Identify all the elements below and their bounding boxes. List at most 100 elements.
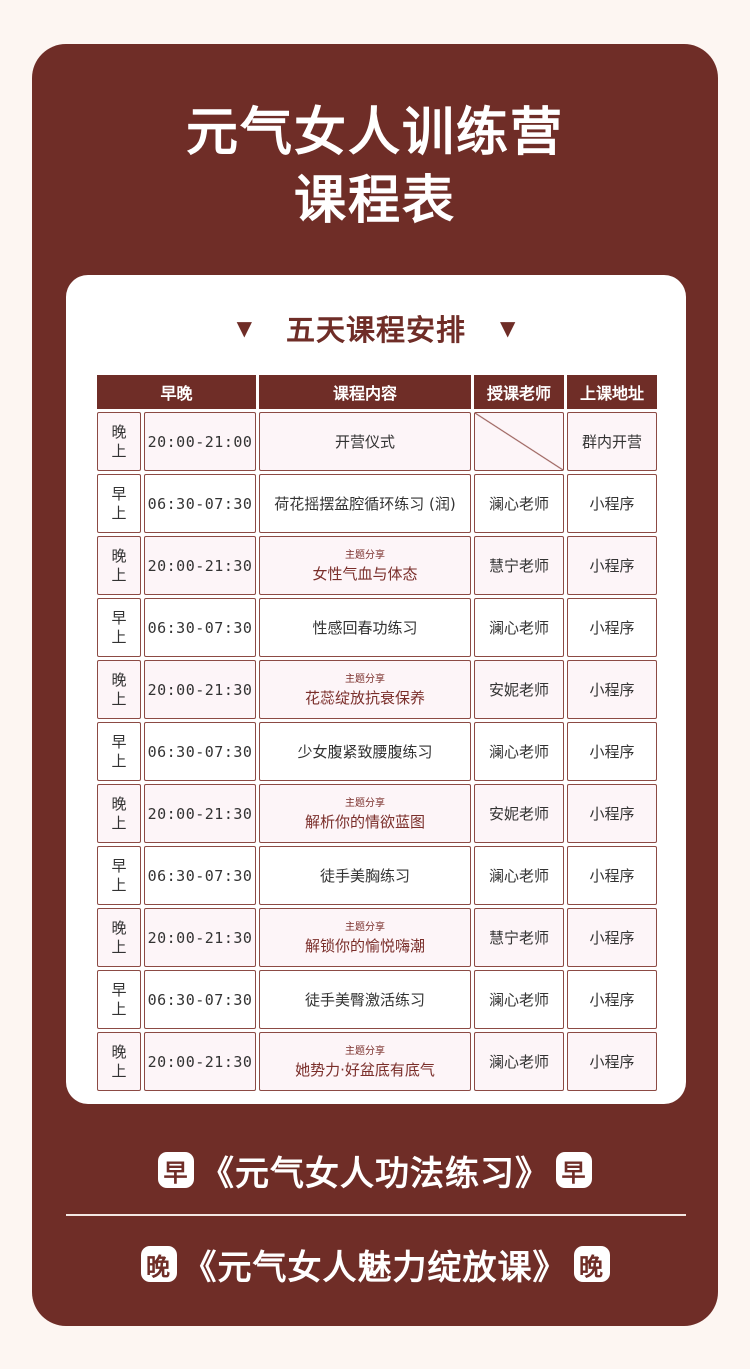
triangle-down-icon: ▼ (500, 316, 516, 340)
period-cell: 晚上 (97, 784, 141, 843)
topic-tag: 主题分享 (345, 921, 385, 933)
table-header-row: 早晚 课程内容 授课老师 上课地址 (97, 375, 657, 409)
evening-badge-icon: 晚 (140, 1246, 177, 1282)
course-topic: 开营仪式 (334, 433, 395, 451)
page-subtitle: 课程表 (293, 171, 456, 231)
teacher-cell: 澜心老师 (474, 598, 564, 657)
venue-cell: 小程序 (567, 536, 657, 595)
period-label: 早上 (111, 608, 127, 646)
period-cell: 晚上 (97, 412, 141, 471)
course-topic: 花蕊绽放抗衰保养 (304, 688, 425, 707)
course-topic: 解析你的情欲蓝图 (304, 812, 425, 831)
period-label: 早上 (111, 732, 127, 770)
period-cell: 晚上 (97, 1032, 141, 1091)
period-label: 早上 (111, 980, 127, 1018)
table-row: 晚上 20:00-21:30 主题分享 解析你的情欲蓝图 安妮老师 小程序 (97, 784, 657, 843)
teacher-cell: 澜心老师 (474, 846, 564, 905)
table-row: 晚上 20:00-21:30 主题分享 女性气血与体态 慧宁老师 小程序 (97, 536, 657, 595)
content-cell: 主题分享 她势力·好盆底有底气 (259, 1032, 471, 1091)
course-topic: 解锁你的愉悦嗨潮 (304, 936, 425, 955)
venue-cell: 小程序 (567, 1032, 657, 1091)
period-label: 早上 (111, 484, 127, 522)
topic-tag: 主题分享 (345, 549, 385, 561)
teacher-cell: 慧宁老师 (474, 536, 564, 595)
content-cell: 性感回春功练习 (259, 598, 471, 657)
content-cell: 开营仪式 (259, 412, 471, 471)
period-cell: 早上 (97, 846, 141, 905)
table-row: 晚上 20:00-21:30 主题分享 解锁你的愉悦嗨潮 慧宁老师 小程序 (97, 908, 657, 967)
course-topic: 性感回春功练习 (312, 619, 418, 637)
table-row: 早上 06:30-07:30 徒手美臀激活练习 澜心老师 小程序 (97, 970, 657, 1029)
time-cell: 20:00-21:30 (144, 1032, 256, 1091)
teacher-cell: 澜心老师 (474, 1032, 564, 1091)
content-cell: 少女腹紧致腰腹练习 (259, 722, 471, 781)
period-label: 晚上 (111, 422, 127, 460)
venue-cell: 小程序 (567, 784, 657, 843)
table-row: 早上 06:30-07:30 徒手美胸练习 澜心老师 小程序 (97, 846, 657, 905)
period-cell: 早上 (97, 970, 141, 1029)
schedule-card: 元气女人训练营 课程表 ▼ 五天课程安排 ▼ 早晚 课程内容 授课老师 上课地址… (32, 44, 718, 1326)
period-cell: 早上 (97, 474, 141, 533)
venue-cell: 群内开营 (567, 412, 657, 471)
time-cell: 06:30-07:30 (144, 598, 256, 657)
teacher-cell (474, 412, 564, 471)
evening-course-title: 《元气女人魅力绽放课》 (182, 1247, 568, 1288)
period-cell: 早上 (97, 722, 141, 781)
column-header-venue: 上课地址 (567, 375, 657, 409)
period-cell: 早上 (97, 598, 141, 657)
period-cell: 晚上 (97, 660, 141, 719)
venue-cell: 小程序 (567, 598, 657, 657)
venue-cell: 小程序 (567, 908, 657, 967)
teacher-cell: 安妮老师 (474, 660, 564, 719)
venue-cell: 小程序 (567, 474, 657, 533)
venue-cell: 小程序 (567, 970, 657, 1029)
time-cell: 20:00-21:30 (144, 536, 256, 595)
section-title: 五天课程安排 (285, 313, 466, 347)
time-cell: 20:00-21:00 (144, 412, 256, 471)
period-label: 晚上 (111, 546, 127, 584)
table-row: 早上 06:30-07:30 荷花摇摆盆腔循环练习 (润) 澜心老师 小程序 (97, 474, 657, 533)
morning-badge-icon: 早 (556, 1152, 592, 1188)
table-row: 晚上 20:00-21:30 主题分享 花蕊绽放抗衰保养 安妮老师 小程序 (97, 660, 657, 719)
morning-badge-icon: 早 (158, 1152, 194, 1188)
course-topic: 女性气血与体态 (312, 564, 418, 583)
period-label: 晚上 (111, 670, 127, 708)
teacher-cell: 安妮老师 (474, 784, 564, 843)
course-topic: 徒手美胸练习 (319, 867, 410, 885)
table-row: 早上 06:30-07:30 少女腹紧致腰腹练习 澜心老师 小程序 (97, 722, 657, 781)
content-cell: 荷花摇摆盆腔循环练习 (润) (259, 474, 471, 533)
venue-cell: 小程序 (567, 846, 657, 905)
evening-course-banner: 晚 《元气女人魅力绽放课》 晚 (32, 1236, 718, 1292)
morning-course-banner: 早 《元气女人功法练习》 早 (32, 1142, 718, 1198)
morning-course-title: 《元气女人功法练习》 (200, 1153, 550, 1194)
table-row: 早上 06:30-07:30 性感回春功练习 澜心老师 小程序 (97, 598, 657, 657)
course-topic: 荷花摇摆盆腔循环练习 (润) (274, 495, 456, 513)
time-cell: 06:30-07:30 (144, 722, 256, 781)
time-cell: 06:30-07:30 (144, 474, 256, 533)
time-cell: 06:30-07:30 (144, 846, 256, 905)
content-cell: 主题分享女性气血与体态 (259, 536, 471, 595)
column-header-content: 课程内容 (259, 375, 471, 409)
period-cell: 晚上 (97, 536, 141, 595)
content-cell: 主题分享 花蕊绽放抗衰保养 (259, 660, 471, 719)
teacher-cell: 澜心老师 (474, 722, 564, 781)
topic-tag: 主题分享 (345, 1045, 385, 1057)
column-header-teacher: 授课老师 (474, 375, 564, 409)
section-header: ▼ 五天课程安排 ▼ (66, 305, 686, 351)
period-label: 晚上 (111, 1042, 127, 1080)
divider (66, 1214, 686, 1216)
topic-tag: 主题分享 (345, 797, 385, 809)
content-cell: 徒手美胸练习 (259, 846, 471, 905)
venue-cell: 小程序 (567, 660, 657, 719)
time-cell: 20:00-21:30 (144, 784, 256, 843)
teacher-cell: 慧宁老师 (474, 908, 564, 967)
table-row: 晚上 20:00-21:00 开营仪式 群内开营 (97, 412, 657, 471)
period-cell: 晚上 (97, 908, 141, 967)
schedule-table: 早晚 课程内容 授课老师 上课地址 晚上 20:00-21:00 开营仪式 群内开营早… (94, 372, 660, 1094)
time-cell: 06:30-07:30 (144, 970, 256, 1029)
content-cell: 主题分享解析你的情欲蓝图 (259, 784, 471, 843)
evening-badge-icon: 晚 (573, 1246, 610, 1282)
period-label: 晚上 (111, 794, 127, 832)
venue-cell: 小程序 (567, 722, 657, 781)
teacher-cell: 澜心老师 (474, 474, 564, 533)
